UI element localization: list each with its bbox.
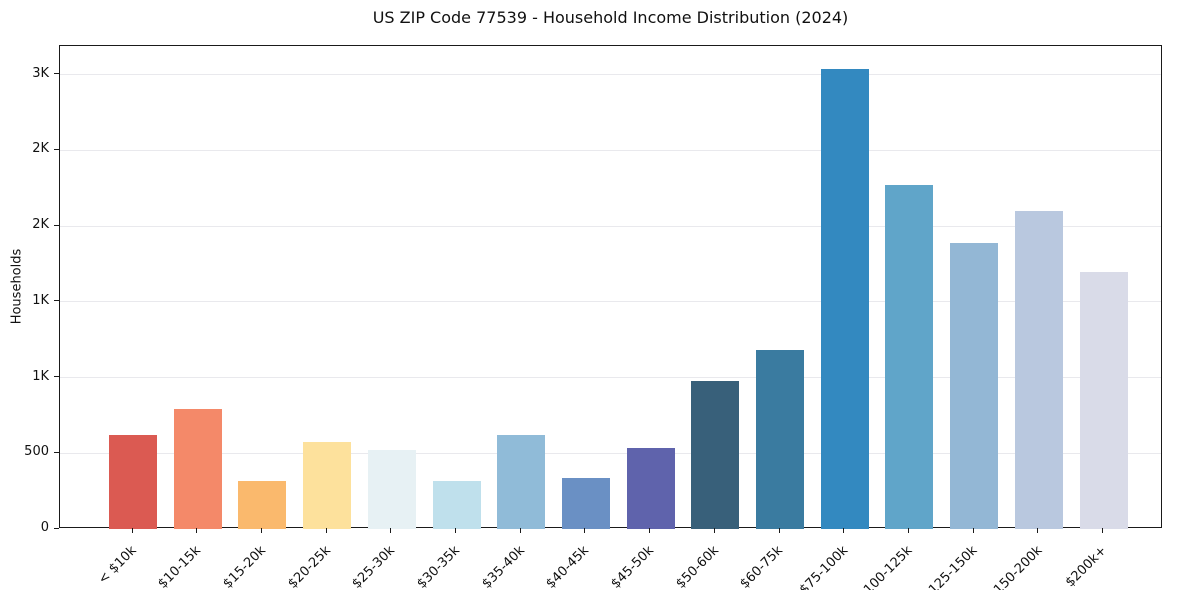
x-tick-label: < $10k <box>95 543 140 588</box>
x-tick-label: $20-25k <box>284 543 334 590</box>
y-tick-mark <box>54 224 59 226</box>
y-tick-label: 1K <box>32 368 49 384</box>
bar-$20-25k <box>303 441 352 529</box>
x-tick-mark <box>1037 528 1039 533</box>
bar-$60-75k <box>756 349 804 529</box>
bar-$50-60k <box>691 380 740 529</box>
y-tick-mark <box>54 300 59 302</box>
x-tick-label: $50-60k <box>673 543 722 590</box>
y-tick-label: 1K <box>32 292 49 308</box>
bar-$10-15k <box>173 409 222 529</box>
x-tick-mark <box>649 528 651 533</box>
gridline <box>60 149 1161 151</box>
y-tick-mark <box>54 148 59 150</box>
y-tick-label: 2K <box>32 141 49 157</box>
y-tick-mark <box>54 73 59 75</box>
x-tick-label: $75-100k <box>796 543 851 590</box>
bar-$150-200k <box>1014 211 1063 529</box>
y-axis-title: Households <box>9 248 25 325</box>
x-tick-mark <box>519 528 521 533</box>
x-tick-label: $150-200k <box>984 543 1046 590</box>
x-tick-mark <box>584 528 586 533</box>
y-tick-mark <box>54 527 59 529</box>
bar-$200k+ <box>1079 272 1128 529</box>
x-tick-label: $10-15k <box>155 543 204 590</box>
bar-$45-50k <box>626 447 675 529</box>
x-tick-mark <box>778 528 780 533</box>
x-tick-mark <box>713 528 715 533</box>
bar-$100-125k <box>885 184 934 529</box>
x-tick-mark <box>325 528 327 533</box>
x-tick-label: $100-125k <box>855 543 916 590</box>
chart-title: US ZIP Code 77539 - Household Income Dis… <box>372 8 849 27</box>
x-tick-label: $60-75k <box>737 543 787 590</box>
x-tick-label: $45-50k <box>608 543 657 590</box>
y-tick-label: 3K <box>32 65 49 81</box>
x-tick-mark <box>196 528 198 533</box>
bar-$15-20k <box>238 481 287 529</box>
bar-$25-30k <box>367 449 416 529</box>
bar-$35-40k <box>497 435 546 529</box>
x-tick-mark <box>1102 528 1103 533</box>
x-tick-label: $200k+ <box>1062 543 1110 590</box>
x-tick-label: $35-40k <box>478 543 528 590</box>
x-tick-mark <box>131 528 133 533</box>
x-tick-mark <box>260 528 262 533</box>
bar-< $10k <box>109 435 157 529</box>
bar-$125-150k <box>950 242 999 529</box>
y-tick-mark <box>54 451 59 453</box>
plot-area <box>59 45 1162 529</box>
x-tick-label: $30-35k <box>414 543 463 590</box>
y-tick-label: 2K <box>32 217 49 233</box>
x-tick-mark <box>455 528 456 533</box>
y-tick-label: 500 <box>24 444 49 460</box>
y-tick-mark <box>54 376 59 378</box>
x-tick-mark <box>390 528 392 533</box>
x-tick-mark <box>843 528 845 533</box>
x-tick-label: $40-45k <box>543 543 593 590</box>
gridline <box>60 225 1161 227</box>
x-tick-label: $125-150k <box>920 543 981 590</box>
x-tick-label: $15-20k <box>220 543 269 590</box>
bar-$40-45k <box>561 477 610 529</box>
gridline <box>60 74 1161 76</box>
x-tick-label: $25-30k <box>349 543 399 590</box>
x-tick-mark <box>907 528 909 533</box>
bar-$30-35k <box>432 480 481 529</box>
bar-$75-100k <box>820 68 869 529</box>
y-tick-label: 0 <box>40 520 49 535</box>
x-tick-mark <box>972 528 974 533</box>
